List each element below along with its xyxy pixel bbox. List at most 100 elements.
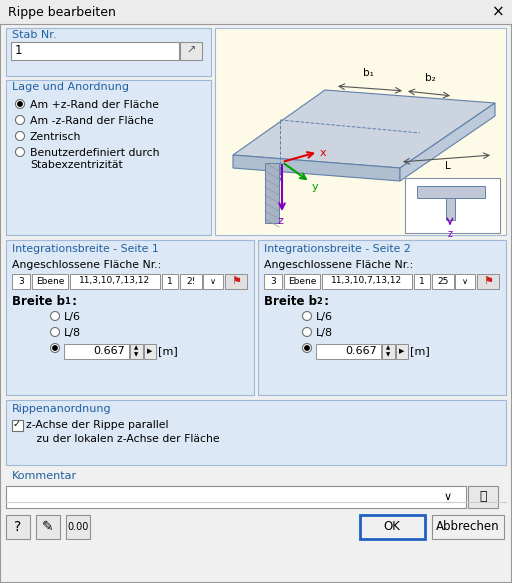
Text: ▼: ▼ <box>134 353 138 357</box>
Text: [m]: [m] <box>410 346 430 356</box>
Text: [m]: [m] <box>158 346 178 356</box>
Text: Kommentar: Kommentar <box>12 471 77 481</box>
Text: ∨: ∨ <box>462 276 468 286</box>
Text: ▲: ▲ <box>386 346 390 350</box>
Text: 2!: 2! <box>186 276 196 286</box>
Text: ?: ? <box>14 520 22 534</box>
Text: Angeschlossene Fläche Nr.:: Angeschlossene Fläche Nr.: <box>264 260 413 270</box>
Text: Stabexzentrizität: Stabexzentrizität <box>30 160 123 170</box>
Bar <box>382 344 395 359</box>
Text: Breite b: Breite b <box>264 295 317 308</box>
Bar <box>468 486 498 508</box>
Text: Angeschlossene Fläche Nr.:: Angeschlossene Fläche Nr.: <box>12 260 161 270</box>
Bar <box>32 274 68 289</box>
Bar <box>203 274 223 289</box>
Bar <box>265 163 279 223</box>
Text: Breite b: Breite b <box>12 295 65 308</box>
Text: ▼: ▼ <box>386 353 390 357</box>
Bar <box>70 274 160 289</box>
Text: 0.667: 0.667 <box>345 346 377 356</box>
Text: 1: 1 <box>167 276 173 286</box>
Circle shape <box>51 328 59 336</box>
Text: :: : <box>68 295 77 308</box>
Circle shape <box>51 311 59 321</box>
Bar <box>66 515 90 539</box>
Text: z: z <box>278 216 284 226</box>
Polygon shape <box>233 155 400 181</box>
Text: zu der lokalen z-Achse der Fläche: zu der lokalen z-Achse der Fläche <box>26 434 220 444</box>
Bar <box>396 344 408 359</box>
Text: x: x <box>320 148 327 158</box>
Bar <box>6 400 506 465</box>
Text: L/6: L/6 <box>316 312 333 322</box>
Circle shape <box>15 147 25 156</box>
Text: 0.667: 0.667 <box>93 346 125 356</box>
Bar <box>130 344 143 359</box>
Bar <box>6 515 30 539</box>
Bar <box>6 28 211 76</box>
Circle shape <box>303 311 311 321</box>
Text: Benutzerdefiniert durch: Benutzerdefiniert durch <box>30 148 160 158</box>
Text: b₂: b₂ <box>424 73 435 83</box>
Bar <box>360 515 425 539</box>
Text: ×: × <box>492 4 504 19</box>
Circle shape <box>18 102 22 106</box>
Text: L/8: L/8 <box>64 328 81 338</box>
Bar <box>417 186 485 198</box>
Text: Lage und Anordnung: Lage und Anordnung <box>12 82 129 92</box>
Text: 11,3,10,7,13,12: 11,3,10,7,13,12 <box>331 276 402 286</box>
Text: 2: 2 <box>316 297 322 306</box>
Text: ⚑: ⚑ <box>231 276 241 286</box>
Bar <box>432 515 504 539</box>
Bar <box>264 274 282 289</box>
Text: b₁: b₁ <box>362 68 373 78</box>
Text: 1: 1 <box>64 297 70 306</box>
Text: Stab Nr.: Stab Nr. <box>12 30 56 40</box>
Bar <box>144 344 156 359</box>
Circle shape <box>305 346 309 350</box>
Bar <box>11 42 179 60</box>
Bar <box>414 274 430 289</box>
Text: Rippe bearbeiten: Rippe bearbeiten <box>8 6 116 19</box>
Text: 3: 3 <box>270 276 276 286</box>
Bar <box>316 344 381 359</box>
Bar <box>258 240 506 395</box>
Text: Abbrechen: Abbrechen <box>436 521 500 533</box>
Circle shape <box>15 132 25 141</box>
Circle shape <box>51 343 59 353</box>
Bar <box>36 515 60 539</box>
Circle shape <box>53 346 57 350</box>
Bar <box>12 274 30 289</box>
Bar <box>162 274 178 289</box>
Text: Zentrisch: Zentrisch <box>30 132 81 142</box>
Text: y: y <box>312 182 318 192</box>
Bar <box>180 274 202 289</box>
Text: 25: 25 <box>437 276 449 286</box>
Text: ✎: ✎ <box>42 520 54 534</box>
Text: Integrationsbreite - Seite 2: Integrationsbreite - Seite 2 <box>264 244 411 254</box>
Bar <box>12 420 23 431</box>
Text: ⚑: ⚑ <box>483 276 493 286</box>
Text: L/6: L/6 <box>64 312 81 322</box>
Text: z-Achse der Rippe parallel: z-Achse der Rippe parallel <box>26 420 168 430</box>
Bar <box>64 344 129 359</box>
Bar <box>215 28 506 235</box>
Text: ⧉: ⧉ <box>479 490 487 504</box>
Polygon shape <box>233 90 495 168</box>
Text: 1: 1 <box>419 276 425 286</box>
Text: ↗: ↗ <box>186 46 196 56</box>
Text: Ebene: Ebene <box>36 276 64 286</box>
Text: 11,3,10,7,13,12: 11,3,10,7,13,12 <box>79 276 151 286</box>
Bar <box>225 274 247 289</box>
Text: L: L <box>445 161 451 171</box>
Text: :: : <box>320 295 329 308</box>
Text: Am +z-Rand der Fläche: Am +z-Rand der Fläche <box>30 100 159 110</box>
Text: 1: 1 <box>15 44 23 58</box>
Text: ∨: ∨ <box>210 276 216 286</box>
Bar <box>477 274 499 289</box>
Bar <box>6 80 211 235</box>
Polygon shape <box>400 103 495 181</box>
Text: ✓: ✓ <box>13 419 21 429</box>
Text: ▲: ▲ <box>134 346 138 350</box>
Bar <box>6 240 254 395</box>
